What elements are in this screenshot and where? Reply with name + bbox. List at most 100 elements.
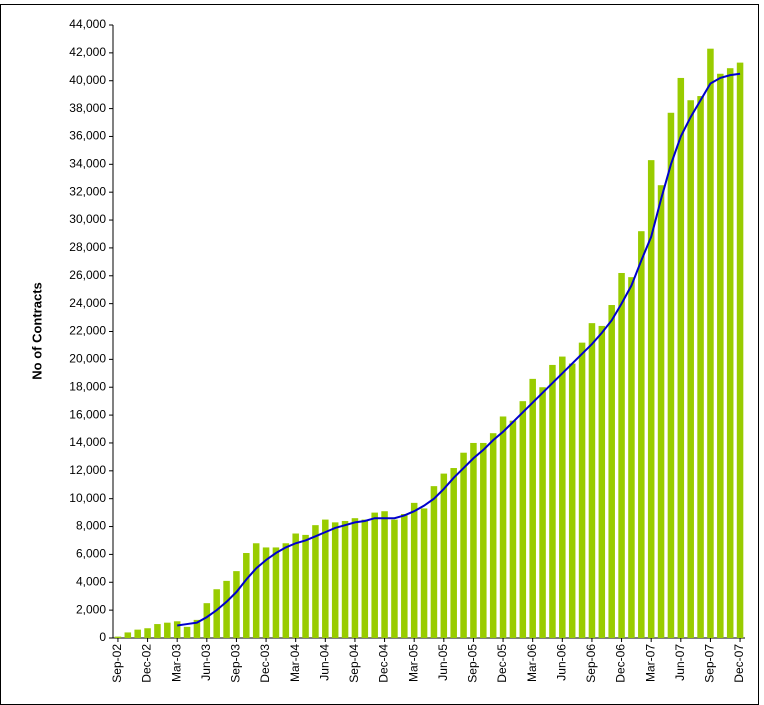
y-tick-label: 18,000 xyxy=(69,379,106,393)
bar xyxy=(183,626,191,638)
x-tick-label: Jun-06 xyxy=(554,644,568,681)
x-tick-label: Jun-05 xyxy=(436,644,450,681)
y-tick-label: 4,000 xyxy=(76,574,106,588)
bar xyxy=(292,533,299,638)
bar xyxy=(243,553,250,638)
bar xyxy=(717,73,724,639)
x-tick-label: Sep-03 xyxy=(229,644,243,683)
bar xyxy=(440,473,448,638)
y-axis-title: No of Contracts xyxy=(29,282,44,380)
y-tick-label: 16,000 xyxy=(69,407,106,421)
y-tick-label: 26,000 xyxy=(69,268,106,282)
bar xyxy=(252,543,260,638)
bar xyxy=(539,387,546,638)
x-tick-label: Mar-03 xyxy=(169,644,183,682)
x-tick-label: Mar-05 xyxy=(406,644,420,682)
x-tick-label: Sep-05 xyxy=(466,644,480,683)
y-tick-label: 40,000 xyxy=(69,73,106,87)
x-tick-label: Mar-07 xyxy=(643,644,657,682)
bar xyxy=(667,112,675,639)
bar xyxy=(687,100,694,639)
bar xyxy=(134,629,141,638)
bar xyxy=(302,534,309,638)
bar xyxy=(420,508,428,638)
bar xyxy=(677,77,685,638)
bar xyxy=(401,514,408,638)
bar xyxy=(608,305,615,638)
bar xyxy=(559,356,566,638)
y-tick-label: 2,000 xyxy=(76,602,106,616)
y-tick-label: 42,000 xyxy=(69,45,106,59)
y-tick-label: 32,000 xyxy=(69,184,106,198)
bar xyxy=(480,442,487,638)
bar xyxy=(331,522,339,638)
bar xyxy=(391,519,398,638)
bar xyxy=(529,378,536,638)
bar xyxy=(223,580,230,638)
bar xyxy=(213,589,220,638)
bar xyxy=(124,632,132,638)
bar xyxy=(341,520,349,638)
x-tick-label: Dec-03 xyxy=(258,644,272,683)
bar xyxy=(549,364,556,638)
bar xyxy=(519,401,527,638)
bar xyxy=(282,543,290,638)
bar xyxy=(233,571,240,638)
bar xyxy=(154,624,161,638)
bar xyxy=(173,621,181,638)
x-tick-label: Sep-06 xyxy=(584,644,598,683)
bar xyxy=(262,547,270,638)
y-tick-label: 44,000 xyxy=(69,17,106,31)
bar xyxy=(371,512,378,638)
y-tick-label: 10,000 xyxy=(69,491,106,505)
x-tick-label: Dec-02 xyxy=(140,644,154,683)
x-tick-label: Mar-04 xyxy=(288,644,302,682)
bar xyxy=(322,519,329,638)
x-tick-label: Mar-06 xyxy=(525,644,539,682)
bar xyxy=(726,68,734,638)
y-tick-label: 28,000 xyxy=(69,240,106,254)
bar xyxy=(638,231,645,638)
x-tick-label: Dec-04 xyxy=(377,644,391,683)
bar xyxy=(509,420,517,638)
bar xyxy=(381,511,388,638)
bar xyxy=(361,519,369,638)
x-tick-label: Jun-04 xyxy=(317,644,331,681)
bar xyxy=(598,325,606,638)
y-tick-label: 30,000 xyxy=(69,212,106,226)
bar xyxy=(588,323,596,638)
y-tick-label: 22,000 xyxy=(69,324,106,338)
bar xyxy=(470,442,477,638)
bar xyxy=(736,62,744,639)
x-tick-label: Jun-07 xyxy=(673,644,687,681)
x-tick-label: Jun-03 xyxy=(199,644,213,681)
bar xyxy=(618,272,625,638)
y-tick-label: 24,000 xyxy=(69,296,106,310)
bar xyxy=(203,603,211,638)
y-tick-label: 38,000 xyxy=(69,101,106,115)
x-tick-label: Dec-06 xyxy=(614,644,628,683)
bar xyxy=(657,185,665,638)
chart-frame xyxy=(0,4,759,705)
bar xyxy=(568,363,576,638)
y-tick-label: 20,000 xyxy=(69,352,106,366)
y-tick-label: 36,000 xyxy=(69,129,106,143)
y-tick-label: 14,000 xyxy=(69,435,106,449)
bar xyxy=(193,619,201,638)
x-tick-label: Dec-07 xyxy=(732,644,746,683)
bar xyxy=(628,277,635,638)
bar xyxy=(499,416,507,638)
bar xyxy=(460,452,467,638)
bar xyxy=(272,547,280,638)
bar xyxy=(144,628,151,638)
bar xyxy=(312,525,319,638)
y-tick-label: 12,000 xyxy=(69,463,106,477)
y-tick-label: 6,000 xyxy=(76,547,106,561)
x-tick-label: Sep-07 xyxy=(703,644,717,683)
bar xyxy=(351,518,359,638)
x-tick-label: Sep-04 xyxy=(347,644,361,683)
bar xyxy=(707,48,714,639)
y-tick-label: 0 xyxy=(99,630,106,644)
bar xyxy=(489,433,497,638)
